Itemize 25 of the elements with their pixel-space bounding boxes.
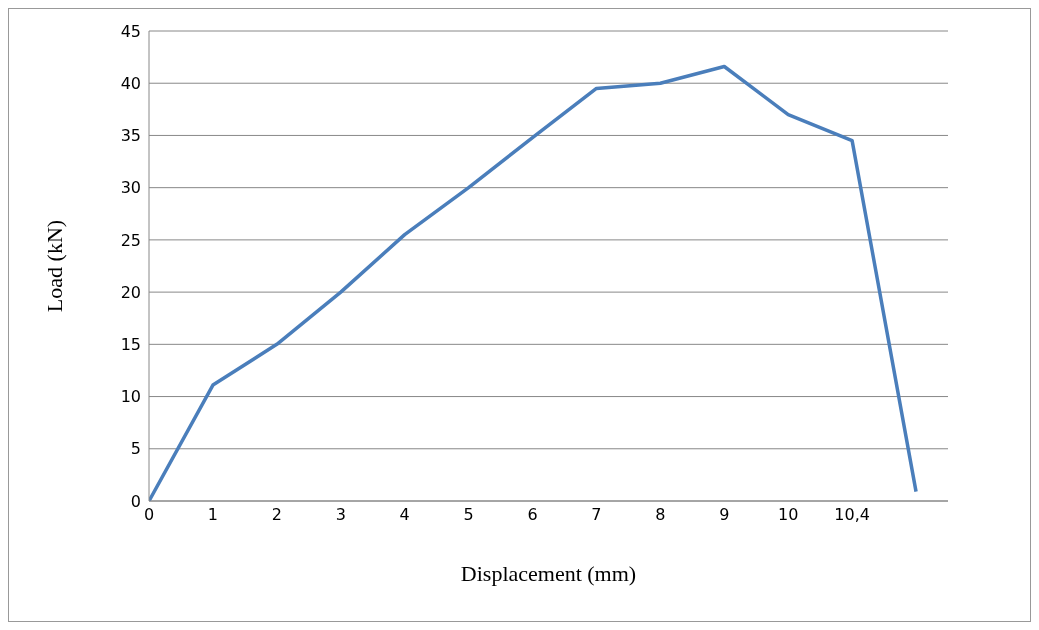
x-tick-label: 6 <box>527 505 538 525</box>
x-axis-title: Displacement (mm) <box>460 561 637 586</box>
x-tick-label: 1 <box>207 505 219 525</box>
line-series <box>149 64 918 501</box>
y-tick-label: 40 <box>120 73 141 93</box>
x-tick-label: 2 <box>271 505 282 525</box>
y-tick-label: 15 <box>120 335 141 355</box>
x-tick-label: 10 <box>778 505 799 525</box>
x-tick-label: 3 <box>335 505 346 525</box>
y-tick-label: 45 <box>120 21 141 41</box>
x-tick-label: 5 <box>463 505 474 525</box>
y-tick-label: 0 <box>130 491 141 511</box>
y-tick-label: 20 <box>120 282 141 302</box>
x-tick-label: 0 <box>143 505 155 525</box>
y-axis-title: Load (kN) <box>41 219 67 313</box>
y-tick-label: 35 <box>120 126 141 146</box>
y-tick-label: 25 <box>120 230 141 250</box>
x-tick-label: 8 <box>655 505 666 525</box>
x-tick-label: 4 <box>399 505 410 525</box>
y-tick-label: 10 <box>120 387 141 407</box>
x-tick-label: 10,4 <box>834 505 870 525</box>
x-tick-label: 7 <box>591 505 602 525</box>
y-tick-label: 5 <box>130 439 141 459</box>
y-tick-label: 30 <box>120 178 141 198</box>
x-tick-label: 9 <box>719 505 730 525</box>
